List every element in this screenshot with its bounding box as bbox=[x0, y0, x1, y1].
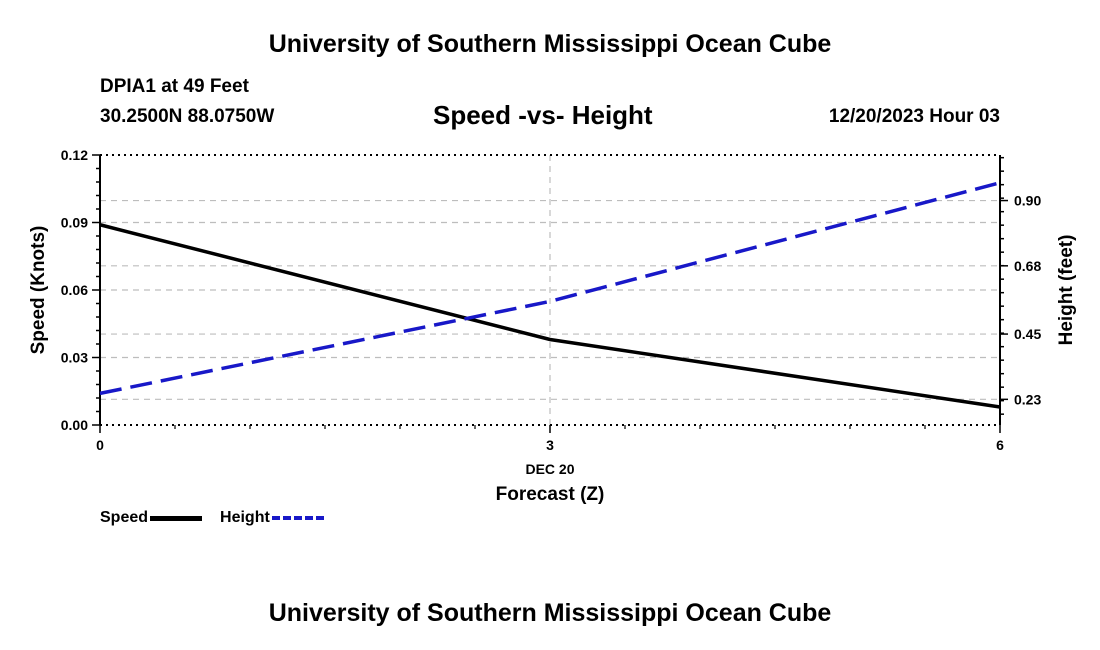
legend-height-swatch bbox=[271, 516, 324, 520]
x-axis-label: Forecast (Z) bbox=[496, 484, 605, 505]
station-label: DPIA1 at 49 Feet bbox=[100, 76, 249, 97]
y-tick-label: 0.12 bbox=[61, 147, 88, 163]
y2-tick-label: 0.68 bbox=[1014, 258, 1041, 274]
page-title: University of Southern Mississippi Ocean… bbox=[268, 30, 832, 58]
y-axis-label: Speed (Knots) bbox=[28, 226, 49, 355]
x-tick-label: 6 bbox=[996, 437, 1004, 453]
y-tick-label: 0.06 bbox=[61, 282, 88, 298]
x-tick-label: 0 bbox=[96, 437, 104, 453]
grid bbox=[100, 155, 1000, 425]
x-axis-sublabel: DEC 20 bbox=[525, 461, 574, 477]
legend-height-label: Height bbox=[220, 509, 270, 526]
legend-speed-label: Speed bbox=[100, 509, 149, 526]
coordinates-label: 30.2500N 88.0750W bbox=[100, 106, 275, 127]
axis-ticks: 0.00 0.03 0.06 0.09 0.12 0.23 0.45 0.68 0.90 0 3 6 bbox=[61, 147, 1042, 453]
series-speed-line bbox=[99, 223, 1001, 409]
footer-title: University of Southern Mississippi Ocean… bbox=[268, 599, 832, 627]
x-tick-label: 3 bbox=[546, 437, 554, 453]
legend-speed-swatch bbox=[150, 515, 203, 521]
y2-tick-label: 0.90 bbox=[1014, 193, 1041, 209]
y2-tick-label: 0.45 bbox=[1014, 326, 1041, 342]
chart-title: Speed -vs- Height bbox=[433, 100, 653, 130]
legend: Speed Height bbox=[100, 509, 324, 527]
datetime-label: 12/20/2023 Hour 03 bbox=[828, 106, 1000, 127]
y-tick-label: 0.00 bbox=[61, 417, 88, 433]
y-tick-label: 0.03 bbox=[61, 350, 88, 366]
y-tick-label: 0.09 bbox=[61, 215, 88, 231]
y2-axis-label: Height (feet) bbox=[1056, 235, 1077, 346]
series bbox=[99, 181, 1001, 409]
y2-tick-label: 0.23 bbox=[1014, 391, 1041, 407]
